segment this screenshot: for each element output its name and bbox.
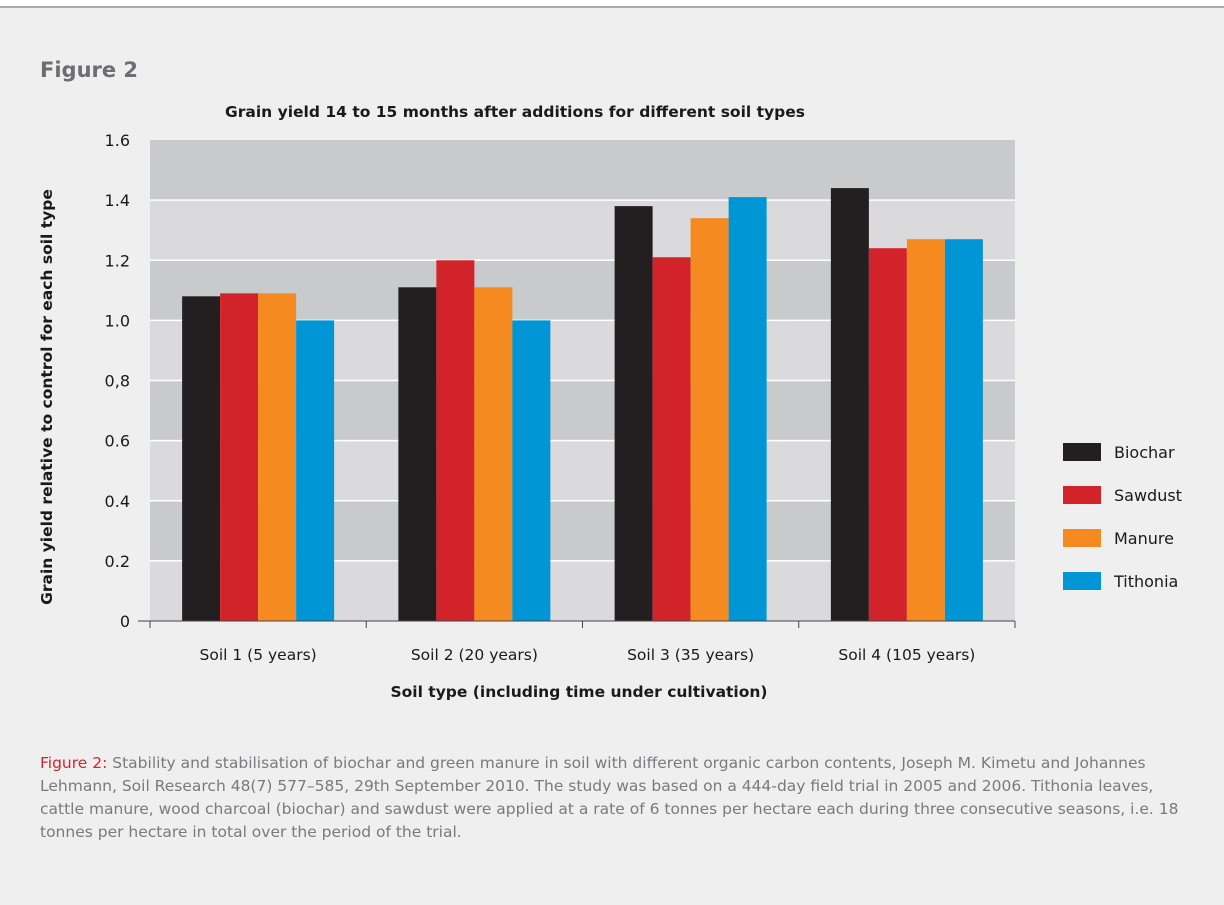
legend-swatch-sawdust: [1063, 486, 1101, 504]
bar-biochar-1: [182, 296, 221, 621]
top-rule: [0, 0, 1224, 8]
y-tick-label: 0: [120, 612, 130, 631]
y-tick-label: 1.4: [105, 191, 130, 210]
y-axis-label: Grain yield relative to control for each…: [38, 189, 56, 605]
bar-tithonia-4: [944, 239, 983, 622]
y-tick-label: 1.2: [105, 251, 130, 270]
legend-swatch-manure: [1063, 529, 1101, 547]
bar-manure-1: [258, 293, 297, 621]
legend-label-biochar: Biochar: [1114, 443, 1175, 462]
bar-biochar-2: [398, 287, 437, 621]
y-tick-label: 0.4: [105, 492, 130, 511]
bar-sawdust-1: [220, 293, 259, 621]
bar-tithonia-2: [512, 320, 551, 621]
legend-label-sawdust: Sawdust: [1114, 486, 1182, 505]
y-tick-label: 1.0: [105, 311, 130, 330]
figure-label: Figure 2: [40, 58, 139, 82]
bar-manure-3: [690, 218, 729, 621]
bar-biochar-3: [614, 206, 653, 621]
bar-sawdust-4: [868, 248, 907, 621]
legend-label-tithonia: Tithonia: [1113, 572, 1178, 591]
x-tick-labels: Soil 1 (5 years) Soil 2 (20 years) Soil 3 …: [200, 646, 976, 664]
bar-sawdust-3: [652, 257, 691, 621]
legend-swatch-tithonia: [1063, 572, 1101, 590]
bar-biochar-4: [830, 188, 869, 621]
y-tick-label: 0.2: [105, 552, 130, 571]
x-tick-label: Soil 1 (5 years): [200, 646, 317, 664]
x-tick-label: Soil 3 (35 years): [627, 646, 754, 664]
legend-swatch-biochar: [1063, 443, 1101, 461]
bar-tithonia-3: [728, 197, 767, 621]
figure-caption: Figure 2: Stability and stabilisation of…: [40, 752, 1190, 844]
caption-text: Stability and stabilisation of biochar a…: [40, 754, 1179, 841]
bar-manure-4: [906, 239, 945, 622]
x-tick-label: Soil 2 (20 years): [411, 646, 538, 664]
bar-tithonia-1: [296, 320, 335, 621]
legend-label-manure: Manure: [1114, 529, 1174, 548]
bar-manure-2: [474, 287, 513, 621]
y-tick-label: 0.6: [105, 432, 130, 451]
y-tick-label: 1.6: [105, 131, 130, 150]
chart-title: Grain yield 14 to 15 months after additi…: [225, 103, 805, 121]
x-tick-label: Soil 4 (105 years): [838, 646, 975, 664]
bar-sawdust-2: [436, 260, 475, 621]
bars: [182, 188, 983, 622]
y-tick-label: 0,8: [105, 372, 130, 391]
axes: [138, 620, 1016, 628]
plot-band: [150, 140, 1015, 201]
caption-lead: Figure 2:: [40, 754, 108, 772]
x-axis-label: Soil type (including time under cultivat…: [390, 683, 767, 701]
legend: Biochar Sawdust Manure Tithonia: [1063, 443, 1182, 591]
y-tick-labels: 0 0.2 0.4 0.6 0,8 1.0 1.2 1.4 1.6: [105, 131, 130, 631]
